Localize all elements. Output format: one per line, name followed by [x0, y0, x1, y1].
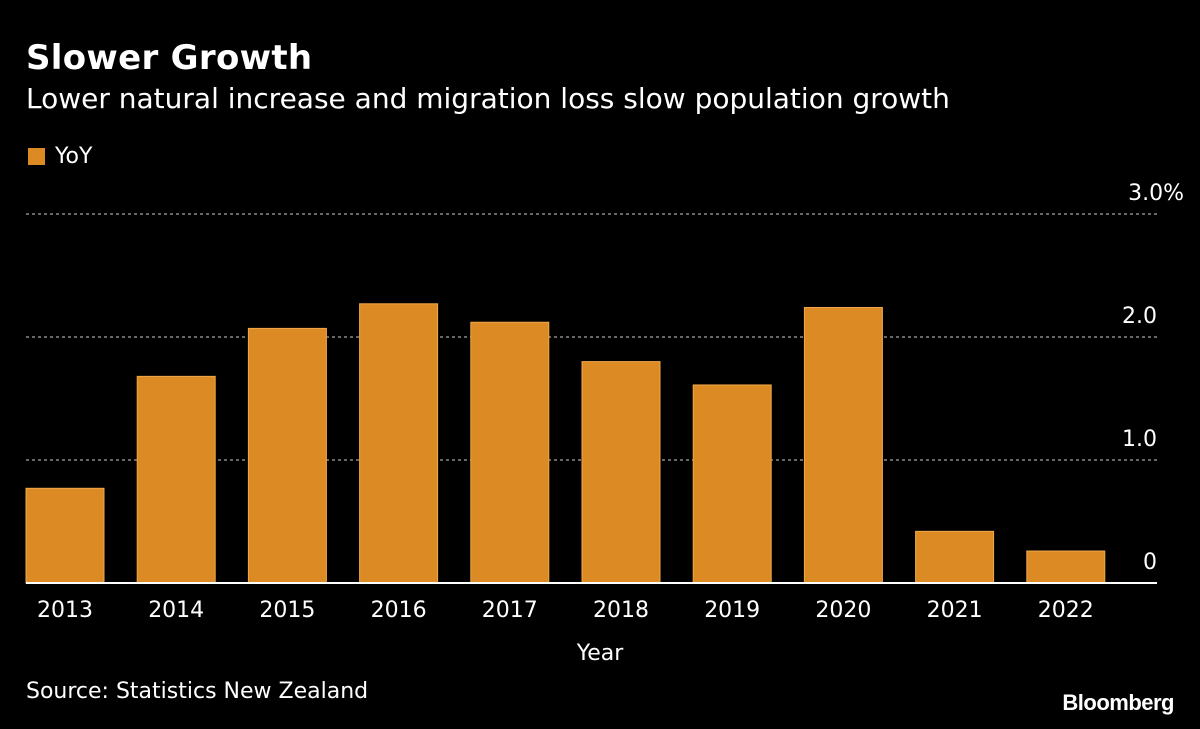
chart-subtitle: Lower natural increase and migration los… — [26, 82, 950, 115]
bar-2016 — [359, 303, 439, 584]
x-tick-label: 2014 — [148, 598, 204, 623]
bar-2015 — [247, 327, 327, 584]
bar-2022 — [1026, 550, 1106, 584]
bar-2014 — [136, 375, 216, 584]
x-tick-label: 2013 — [37, 598, 93, 623]
legend-label-yoy: YoY — [55, 144, 93, 169]
bar-2018 — [581, 361, 661, 584]
y-tick-label: 0 — [1143, 550, 1157, 575]
tick-labels: 0 1.0 2.0 3.0% 2013 2014 2015 2016 2017 2018 2019 2… — [37, 181, 1184, 623]
legend: YoY — [28, 144, 92, 169]
x-axis-title: Year — [576, 641, 625, 666]
bar-2021 — [915, 530, 995, 584]
y-tick-label: 1.0 — [1122, 427, 1157, 452]
x-tick-label: 2015 — [259, 598, 315, 623]
bloomberg-logo: Bloomberg — [1062, 690, 1174, 715]
legend-swatch-yoy — [28, 148, 45, 165]
bar-2019 — [692, 384, 772, 584]
bars — [25, 303, 1106, 584]
x-tick-label: 2019 — [704, 598, 760, 623]
source-note: Source: Statistics New Zealand — [26, 679, 369, 704]
x-tick-label: 2016 — [371, 598, 427, 623]
bar-2020 — [803, 306, 883, 584]
x-tick-label: 2017 — [482, 598, 538, 623]
chart-title: Slower Growth — [26, 38, 313, 78]
bar-2017 — [470, 321, 550, 584]
x-tick-label: 2018 — [593, 598, 649, 623]
y-tick-label: 3.0% — [1128, 181, 1184, 206]
y-tick-label: 2.0 — [1122, 304, 1157, 329]
x-tick-label: 2022 — [1038, 598, 1094, 623]
x-tick-label: 2020 — [815, 598, 871, 623]
bar-2013 — [25, 487, 105, 584]
x-tick-label: 2021 — [927, 598, 983, 623]
